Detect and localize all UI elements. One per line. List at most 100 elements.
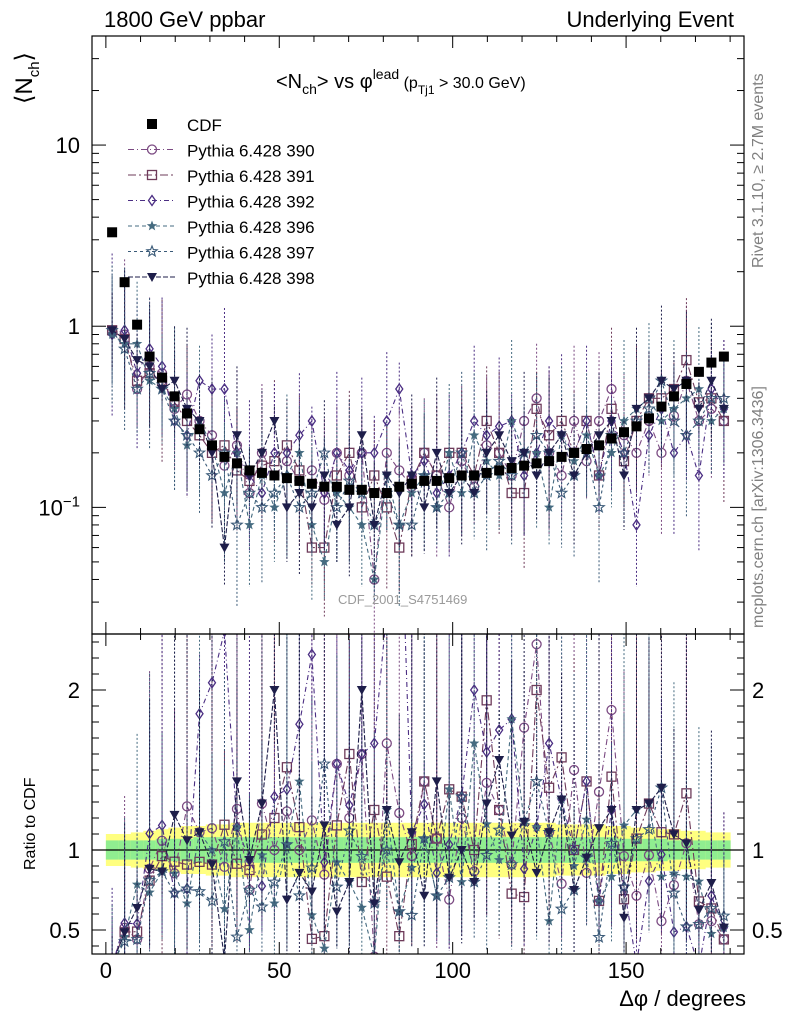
data-point [469,683,479,697]
data-point [431,448,442,458]
data-point [255,500,269,514]
data-point [718,923,729,933]
data-point [267,485,282,499]
data-point [481,799,492,809]
data-point [419,475,430,486]
data-point [119,928,130,938]
data-point [481,467,492,478]
data-point [192,884,207,898]
data-point [606,806,617,815]
data-point [256,448,267,458]
data-point [656,415,667,426]
data-point [356,484,367,495]
data-point [604,836,619,850]
data-point [656,783,667,793]
data-point [294,775,305,786]
data-point [430,888,444,902]
data-point [593,895,605,906]
data-point [142,873,157,887]
data-point [130,381,144,395]
data-point [531,821,542,832]
x-tick-label: 50 [267,958,291,983]
ratio-series-line [114,644,725,954]
data-point [506,831,517,841]
series-line [111,329,725,548]
data-point [706,376,717,386]
data-point [294,868,305,878]
data-point [169,376,180,386]
data-point [157,385,168,395]
data-point [581,444,592,455]
ratio-y-tick-label-right: 2 [752,678,764,703]
data-point [681,871,692,882]
ratio-y-tick-label: 2 [68,678,80,703]
data-point [317,445,332,459]
data-point [381,806,392,815]
legend-entry-label: Pythia 6.428 392 [187,193,315,212]
data-point [531,447,542,458]
legend-entry-label: Pythia 6.428 398 [187,269,315,288]
data-point [506,462,517,473]
data-point [294,489,305,499]
data-point [606,416,617,426]
data-point [319,556,330,567]
data-point [695,962,702,972]
data-point [718,351,729,362]
data-point [531,868,542,878]
data-point [244,924,255,935]
data-point [394,858,405,868]
rivet-version-label: Rivet 3.1.10, ≥ 2.7M events [750,73,767,268]
data-point [693,366,704,377]
data-point [331,907,342,917]
data-point [219,451,230,462]
data-point [506,457,517,467]
data-point [617,445,631,459]
y-tick-label: 10 [56,133,80,158]
data-point [556,431,567,441]
data-point [147,194,157,207]
x-tick-label: 150 [608,958,645,983]
data-point [657,848,666,861]
data-point [269,416,280,426]
data-point [307,648,317,661]
data-point [631,806,642,815]
data-point [707,889,716,902]
data-point [592,930,606,943]
data-point [718,404,729,414]
data-point [469,878,480,887]
data-point [667,413,681,427]
data-point [656,871,667,882]
data-point [219,487,230,498]
data-point [469,470,480,481]
data-point [469,429,480,440]
data-point [147,119,157,129]
data-point [706,879,717,889]
data-point [492,822,506,836]
data-point [606,433,617,444]
series-line [111,334,725,580]
data-point [519,448,530,458]
ratio-y-tick-label-right: 0.5 [752,918,783,943]
data-point [344,878,355,887]
data-point [492,453,506,467]
data-point [181,897,193,908]
header-right-label: Underlying Event [566,7,734,32]
data-point [269,686,280,695]
data-point [319,481,330,492]
data-point [157,867,168,877]
data-point [344,503,355,513]
y-axis-label: ⟨Nch⟩ [11,52,43,104]
data-point [582,775,591,788]
data-point [406,487,417,498]
data-point [295,718,304,731]
data-point [230,517,244,531]
data-point [306,478,317,489]
data-point [355,849,369,863]
data-point [381,871,392,882]
data-point [194,828,205,838]
data-point [319,471,330,481]
data-point [319,821,330,831]
data-point [157,372,168,383]
data-point [594,824,605,834]
data-point [380,842,394,856]
